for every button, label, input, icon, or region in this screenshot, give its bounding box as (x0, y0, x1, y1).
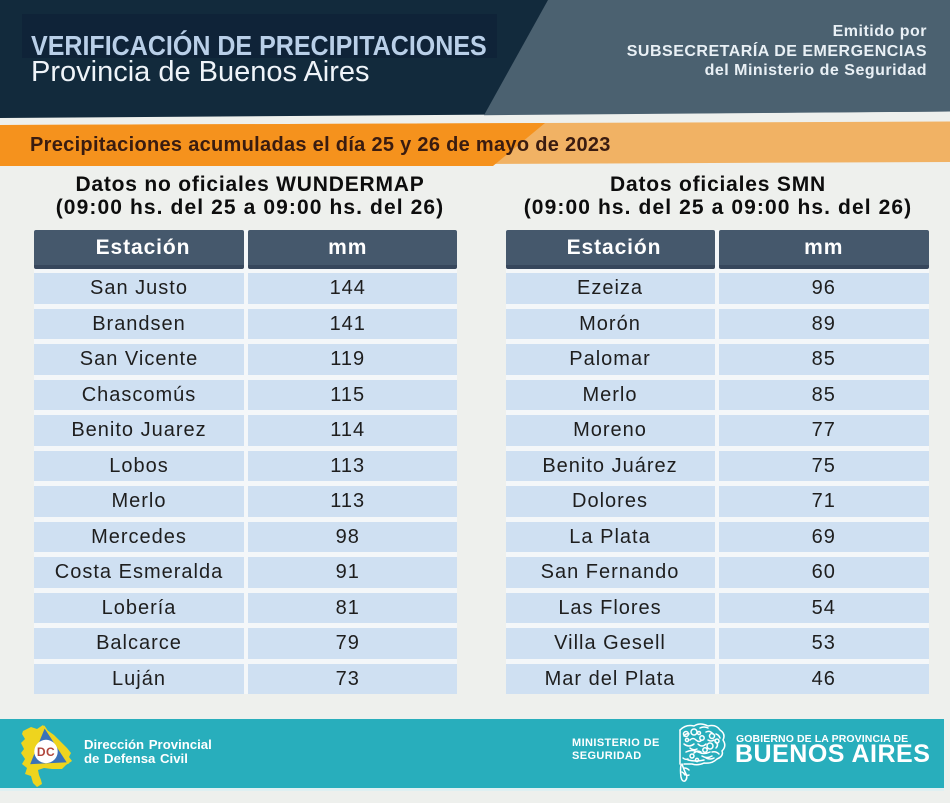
svg-text:DC: DC (37, 745, 55, 759)
